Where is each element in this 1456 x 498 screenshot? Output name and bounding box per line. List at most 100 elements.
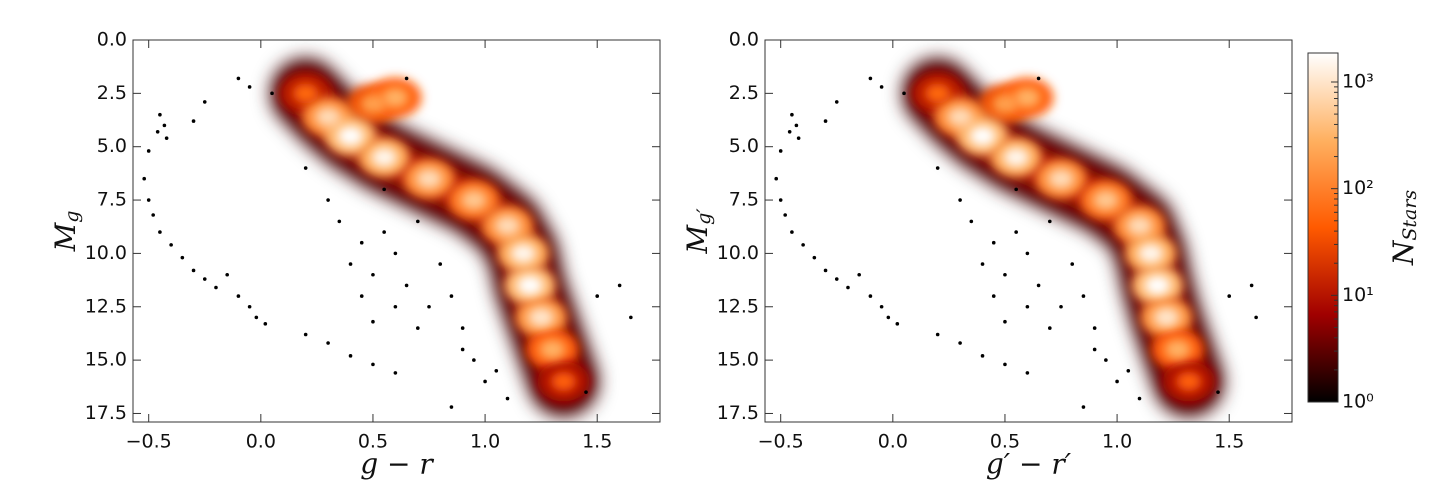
- density-peak: [337, 126, 364, 147]
- star-point: [164, 136, 169, 140]
- star-point: [404, 283, 409, 288]
- star-point: [142, 176, 147, 181]
- axes-frame: [132, 39, 661, 423]
- star-point: [348, 262, 353, 266]
- star-point: [303, 166, 308, 170]
- star-point: [1092, 347, 1097, 352]
- density-peak: [947, 106, 974, 127]
- star-point: [1115, 379, 1119, 384]
- x-tick-label: −0.5: [758, 431, 804, 453]
- star-point: [180, 255, 185, 260]
- star-point: [1059, 304, 1063, 309]
- star-point: [326, 198, 330, 202]
- star-point: [146, 198, 151, 202]
- star-point: [774, 176, 779, 181]
- star-point: [371, 272, 375, 277]
- star-point: [801, 243, 805, 247]
- y-tick-label: 10.0: [717, 242, 759, 264]
- colorbar: [1307, 52, 1339, 403]
- star-point: [158, 112, 162, 117]
- star-point: [935, 166, 940, 170]
- y-axis-label-main: M: [681, 224, 714, 255]
- y-tick-label: 5.0: [97, 135, 127, 157]
- star-point: [857, 272, 861, 277]
- x-axis-label: g′ − r′: [986, 448, 1072, 481]
- star-point: [1081, 294, 1086, 298]
- y-tick-label: 12.5: [85, 295, 127, 317]
- y-tick-label: 10.0: [85, 242, 127, 264]
- star-point: [1137, 396, 1142, 401]
- star-point: [270, 91, 274, 96]
- colorbar-label: NStars: [1387, 190, 1422, 267]
- star-point: [393, 371, 398, 375]
- density-peak: [1048, 168, 1075, 189]
- star-point: [868, 76, 873, 81]
- star-point: [460, 326, 465, 330]
- density-peak: [528, 307, 555, 328]
- star-point: [1081, 405, 1086, 409]
- star-point: [1048, 219, 1052, 224]
- star-point: [991, 294, 996, 298]
- density-peak: [539, 339, 566, 360]
- star-point: [449, 405, 454, 409]
- star-point: [823, 119, 828, 123]
- star-point: [812, 255, 817, 260]
- density-peak: [460, 190, 487, 211]
- star-point: [1249, 283, 1254, 288]
- y-axis-label-sub: g′: [693, 208, 715, 225]
- star-point: [790, 112, 794, 117]
- y-tick-label: 7.5: [97, 189, 127, 211]
- star-point: [438, 262, 443, 266]
- star-point: [595, 294, 600, 298]
- star-point: [382, 230, 386, 234]
- density-peak: [1164, 339, 1191, 360]
- star-point: [146, 149, 151, 153]
- star-point: [416, 219, 420, 224]
- star-point: [1036, 283, 1041, 288]
- star-point: [1227, 294, 1232, 298]
- star-point: [868, 294, 873, 298]
- x-axis-label: g − r: [360, 448, 434, 481]
- star-point: [337, 219, 342, 224]
- star-point: [794, 123, 799, 128]
- density-peak: [382, 87, 409, 108]
- star-point: [483, 379, 487, 384]
- star-point: [846, 285, 850, 290]
- density-peak: [371, 147, 398, 168]
- density-peak: [1092, 190, 1119, 211]
- star-point: [796, 136, 801, 140]
- star-point: [790, 230, 794, 234]
- y-tick-label: 0.0: [97, 29, 127, 51]
- colorbar-tick-label: 10²: [1342, 177, 1374, 199]
- star-point: [980, 354, 985, 358]
- density-peak: [1175, 371, 1202, 392]
- star-point: [151, 213, 155, 217]
- star-point: [584, 390, 588, 394]
- star-point: [169, 243, 173, 247]
- star-point: [1216, 390, 1220, 394]
- y-tick-label: 2.5: [97, 82, 127, 104]
- star-point: [247, 304, 252, 309]
- star-point: [202, 100, 207, 104]
- star-point: [236, 76, 241, 81]
- star-point: [326, 341, 330, 345]
- density-peak: [315, 106, 342, 127]
- star-point: [449, 294, 454, 298]
- x-tick-label: 0.0: [878, 431, 908, 453]
- star-point: [1254, 315, 1258, 320]
- plot-area: [774, 58, 1258, 417]
- x-tick-label: 1.0: [470, 431, 500, 453]
- density-peak: [1137, 243, 1164, 264]
- star-point: [404, 76, 409, 81]
- y-axis-label: Mg: [49, 211, 84, 253]
- star-point: [416, 326, 420, 330]
- x-tick-label: 0.5: [990, 431, 1020, 453]
- star-point: [359, 240, 364, 245]
- star-point: [236, 294, 241, 298]
- star-point: [778, 198, 783, 202]
- star-point: [902, 91, 906, 96]
- density-peak: [1144, 275, 1171, 296]
- y-axis-label-main: M: [49, 221, 82, 252]
- x-tick-label: −0.5: [126, 431, 172, 453]
